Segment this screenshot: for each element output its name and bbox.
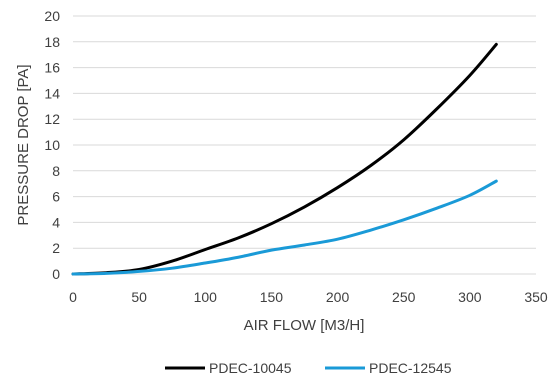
x-tick-label: 250 [392,289,416,305]
y-tick-label: 10 [44,137,60,153]
legend: PDEC-10045 PDEC-12545 [165,360,452,376]
gridlines [73,15,536,249]
series-lines [71,42,498,276]
y-tick-label: 18 [44,34,60,50]
x-tick-label: 150 [260,289,284,305]
y-tick-label: 12 [44,111,60,127]
legend-label-pdec-10045: PDEC-10045 [209,360,292,376]
y-tick-label: 6 [52,189,60,205]
y-axis-title: PRESSURE DROP [PA] [15,64,32,225]
y-tick-label: 0 [52,266,60,282]
series-line-pdec-10045 [71,42,498,276]
y-tick-label: 20 [44,8,60,24]
x-tick-label: 0 [69,289,77,305]
x-tick-label: 50 [131,289,147,305]
y-tick-label: 14 [44,85,60,101]
x-tick-label: 350 [524,289,548,305]
y-tick-label: 2 [52,240,60,256]
series-line-pdec-12545 [71,179,498,276]
y-tick-label: 16 [44,60,60,76]
x-tick-label: 100 [194,289,218,305]
x-tick-label: 300 [458,289,482,305]
y-axis-ticks: 0 2 4 6 8 10 12 14 16 18 20 [44,8,60,282]
legend-label-pdec-12545: PDEC-12545 [369,360,452,376]
x-axis-ticks: 0 50 100 150 200 250 300 350 [69,289,548,305]
y-tick-label: 8 [52,163,60,179]
x-tick-label: 200 [326,289,350,305]
x-axis-title: AIR FLOW [M3/H] [244,317,365,334]
y-tick-label: 4 [52,214,60,230]
